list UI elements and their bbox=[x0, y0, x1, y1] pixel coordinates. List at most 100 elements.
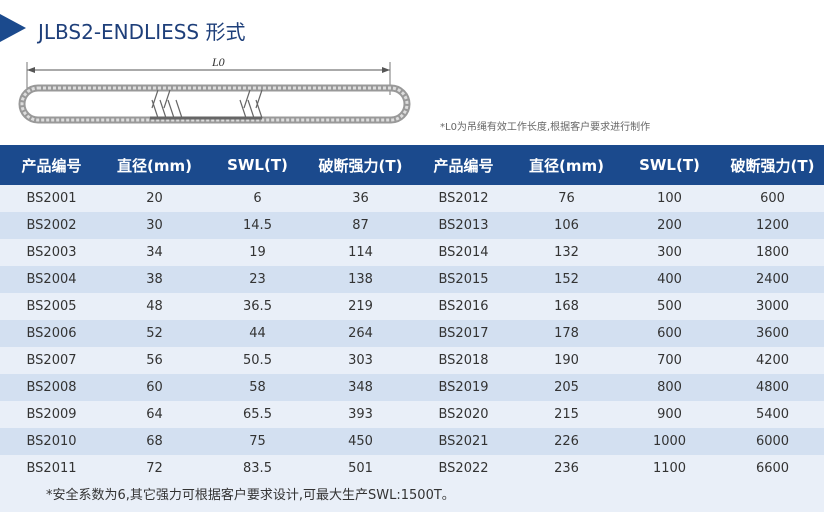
table-cell: 2400 bbox=[721, 266, 824, 293]
title-marker bbox=[0, 14, 26, 42]
table-cell: 190 bbox=[515, 347, 618, 374]
arrow bbox=[382, 67, 390, 73]
table-cell: 6000 bbox=[721, 428, 824, 455]
table-row: BS2001 20 6 36 BS2012 76 100 600 bbox=[0, 185, 824, 212]
table-cell: 36 bbox=[309, 185, 412, 212]
table-row: BS2009 64 65.5 393 BS2020 215 900 5400 bbox=[0, 401, 824, 428]
table-cell: 205 bbox=[515, 374, 618, 401]
table-cell: BS2011 bbox=[0, 455, 103, 482]
column-header: 直径(mm) bbox=[515, 145, 618, 185]
table-cell: BS2007 bbox=[0, 347, 103, 374]
table-cell: 65.5 bbox=[206, 401, 309, 428]
table-cell: 34 bbox=[103, 239, 206, 266]
table-cell: BS2003 bbox=[0, 239, 103, 266]
table-cell: 700 bbox=[618, 347, 721, 374]
table-cell: 6 bbox=[206, 185, 309, 212]
table-cell: 52 bbox=[103, 320, 206, 347]
arrow bbox=[27, 67, 35, 73]
table-cell: 23 bbox=[206, 266, 309, 293]
table-cell: 303 bbox=[309, 347, 412, 374]
table-row: BS2004 38 23 138 BS2015 152 400 2400 bbox=[0, 266, 824, 293]
table-cell: BS2013 bbox=[412, 212, 515, 239]
column-header: 破断强力(T) bbox=[721, 145, 824, 185]
table-cell: BS2012 bbox=[412, 185, 515, 212]
table-body: BS2001 20 6 36 BS2012 76 100 600 BS2002 30 14.5 87 B… bbox=[0, 185, 824, 482]
table-cell: BS2021 bbox=[412, 428, 515, 455]
table-cell: 83.5 bbox=[206, 455, 309, 482]
table-cell: 132 bbox=[515, 239, 618, 266]
table-cell: 72 bbox=[103, 455, 206, 482]
rope-loop bbox=[18, 84, 411, 124]
table-cell: 393 bbox=[309, 401, 412, 428]
table-cell: BS2004 bbox=[0, 266, 103, 293]
note: *L0为吊绳有效工作长度,根据客户要求进行制作 bbox=[440, 122, 651, 133]
table-cell: 219 bbox=[309, 293, 412, 320]
table-row: BS2008 60 58 348 BS2019 205 800 4800 bbox=[0, 374, 824, 401]
table-cell: 3600 bbox=[721, 320, 824, 347]
table-cell: 64 bbox=[103, 401, 206, 428]
splice bbox=[150, 89, 263, 120]
table-cell: 60 bbox=[103, 374, 206, 401]
table-cell: BS2010 bbox=[0, 428, 103, 455]
table-cell: 6600 bbox=[721, 455, 824, 482]
table-cell: 4200 bbox=[721, 347, 824, 374]
table-cell: 450 bbox=[309, 428, 412, 455]
table-cell: 501 bbox=[309, 455, 412, 482]
column-header: 产品编号 bbox=[0, 145, 103, 185]
column-header: 破断强力(T) bbox=[309, 145, 412, 185]
table-cell: 152 bbox=[515, 266, 618, 293]
table-cell: 178 bbox=[515, 320, 618, 347]
table-cell: 900 bbox=[618, 401, 721, 428]
table-cell: 1000 bbox=[618, 428, 721, 455]
table-cell: 1800 bbox=[721, 239, 824, 266]
spec-table: 产品编号 直径(mm) SWL(T) 破断强力(T) 产品编号 直径(mm) SWL(T) 破… bbox=[0, 145, 824, 482]
table-cell: 168 bbox=[515, 293, 618, 320]
table-cell: BS2017 bbox=[412, 320, 515, 347]
table-cell: 138 bbox=[309, 266, 412, 293]
table-cell: 48 bbox=[103, 293, 206, 320]
table-cell: BS2018 bbox=[412, 347, 515, 374]
table-cell: BS2019 bbox=[412, 374, 515, 401]
graphics: L0 bbox=[0, 14, 411, 124]
table-cell: 44 bbox=[206, 320, 309, 347]
table-cell: BS2001 bbox=[0, 185, 103, 212]
table-cell: 87 bbox=[309, 212, 412, 239]
table-row: BS2011 72 83.5 501 BS2022 236 1100 6600 bbox=[0, 455, 824, 482]
table-cell: 3000 bbox=[721, 293, 824, 320]
table-cell: BS2022 bbox=[412, 455, 515, 482]
table-row: BS2002 30 14.5 87 BS2013 106 200 1200 bbox=[0, 212, 824, 239]
column-header: SWL(T) bbox=[618, 145, 721, 185]
table-row: BS2005 48 36.5 219 BS2016 168 500 3000 bbox=[0, 293, 824, 320]
table-cell: 1100 bbox=[618, 455, 721, 482]
table-cell: 19 bbox=[206, 239, 309, 266]
table-cell: 5400 bbox=[721, 401, 824, 428]
table-cell: 600 bbox=[618, 320, 721, 347]
table-cell: 76 bbox=[515, 185, 618, 212]
table-cell: 4800 bbox=[721, 374, 824, 401]
table-cell: 100 bbox=[618, 185, 721, 212]
column-header: SWL(T) bbox=[206, 145, 309, 185]
table-cell: 348 bbox=[309, 374, 412, 401]
table-cell: 50.5 bbox=[206, 347, 309, 374]
table-cell: BS2002 bbox=[0, 212, 103, 239]
table-cell: 400 bbox=[618, 266, 721, 293]
table-cell: 20 bbox=[103, 185, 206, 212]
table-cell: BS2005 bbox=[0, 293, 103, 320]
table-cell: BS2015 bbox=[412, 266, 515, 293]
table-cell: 75 bbox=[206, 428, 309, 455]
table-cell: 36.5 bbox=[206, 293, 309, 320]
table-cell: 56 bbox=[103, 347, 206, 374]
table-cell: 226 bbox=[515, 428, 618, 455]
header-row: 产品编号 直径(mm) SWL(T) 破断强力(T) 产品编号 直径(mm) SWL(T) 破… bbox=[0, 145, 824, 185]
dimension-label: L0 bbox=[211, 55, 225, 69]
table-cell: 300 bbox=[618, 239, 721, 266]
column-header: 产品编号 bbox=[412, 145, 515, 185]
table-cell: BS2014 bbox=[412, 239, 515, 266]
table-cell: 200 bbox=[618, 212, 721, 239]
table-cell: 106 bbox=[515, 212, 618, 239]
table-row: BS2010 68 75 450 BS2021 226 1000 6000 bbox=[0, 428, 824, 455]
column-header: 直径(mm) bbox=[103, 145, 206, 185]
table-row: BS2003 34 19 114 BS2014 132 300 1800 bbox=[0, 239, 824, 266]
table-cell: 500 bbox=[618, 293, 721, 320]
table-cell: 58 bbox=[206, 374, 309, 401]
